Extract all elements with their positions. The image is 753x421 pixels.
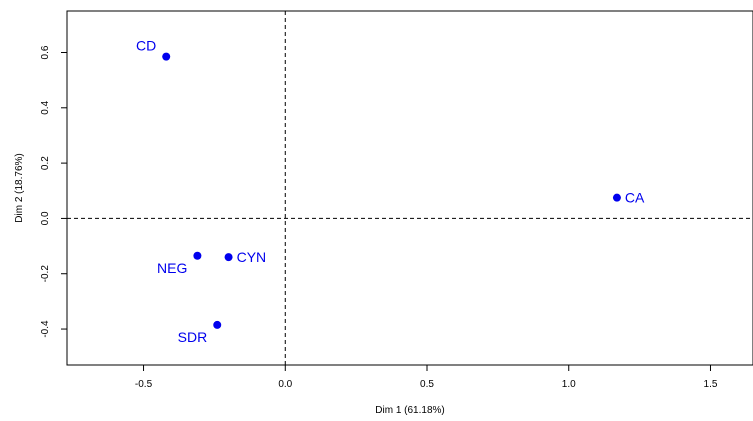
x-tick-label: -0.5 [135, 379, 153, 390]
point-label-neg: NEG [157, 260, 187, 276]
y-tick-label: 0.4 [40, 100, 51, 114]
y-tick-label: -0.4 [40, 320, 51, 338]
reference-lines [67, 11, 753, 365]
y-tick-label: -0.2 [40, 265, 51, 283]
data-point-cyn [224, 253, 233, 262]
x-tick-label: 1.0 [562, 379, 576, 390]
data-points: CD CA NEG CYN SDR [136, 38, 645, 345]
y-tick-label: 0.6 [40, 45, 51, 59]
data-point-cd [162, 52, 171, 61]
data-point-ca [612, 193, 621, 202]
point-label-sdr: SDR [178, 329, 208, 345]
x-tick-label: 1.5 [704, 379, 718, 390]
x-tick-label: 0.5 [420, 379, 434, 390]
point-label-cd: CD [136, 38, 156, 54]
x-axis-label: Dim 1 (61.18%) [375, 405, 444, 416]
y-axis-label: Dim 2 (18.76%) [14, 153, 25, 222]
plot-frame [66, 10, 753, 366]
x-axis: -0.5 0.0 0.5 1.0 1.5 [135, 365, 718, 390]
y-tick-label: 0.2 [40, 156, 51, 170]
data-point-neg [193, 251, 202, 260]
point-label-ca: CA [625, 190, 645, 206]
y-axis: -0.4 -0.2 0.0 0.2 0.4 0.6 [40, 45, 67, 338]
x-tick-label: 0.0 [278, 379, 292, 390]
y-tick-label: 0.0 [40, 211, 51, 225]
data-point-sdr [213, 320, 222, 329]
point-label-cyn: CYN [237, 249, 267, 265]
